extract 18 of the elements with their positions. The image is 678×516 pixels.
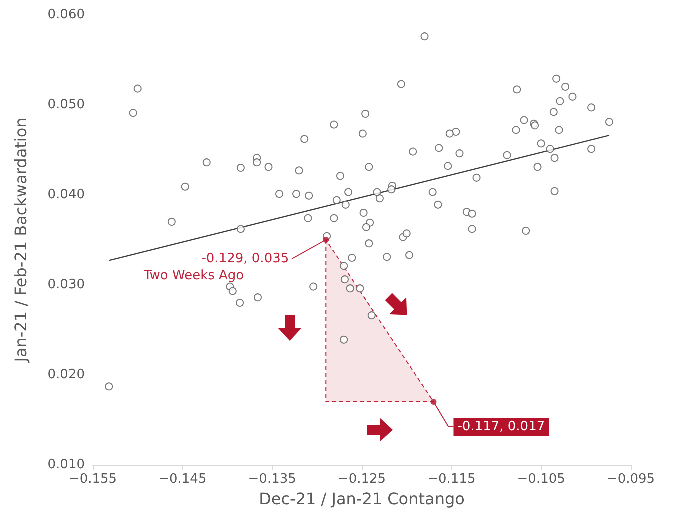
annotation: -0.129, 0.035	[202, 252, 290, 266]
y-tick-label: 0.040	[48, 188, 85, 202]
x-tick-label: −0.105	[517, 472, 566, 487]
x-tick-label: −0.115	[428, 472, 476, 487]
x-tick-label: −0.125	[338, 472, 386, 487]
annotation: -0.117, 0.017	[458, 420, 546, 434]
y-tick-label: 0.010	[48, 458, 85, 472]
y-tick-label: 0.060	[48, 8, 85, 22]
x-tick-label: −0.145	[158, 472, 207, 487]
x-tick-label: −0.135	[248, 472, 296, 487]
y-tick-label: 0.030	[48, 278, 85, 292]
y-axis-title: Jan-21 / Feb-21 Backwardation	[12, 118, 30, 364]
y-tick-label: 0.020	[48, 368, 85, 382]
annotation: Two Weeks Ago	[142, 268, 244, 284]
x-axis-title: Dec-21 / Jan-21 Contango	[259, 490, 465, 508]
x-tick-label: −0.095	[606, 472, 656, 487]
y-tick-label: 0.050	[48, 98, 85, 112]
x-tick-label: −0.155	[68, 472, 118, 487]
